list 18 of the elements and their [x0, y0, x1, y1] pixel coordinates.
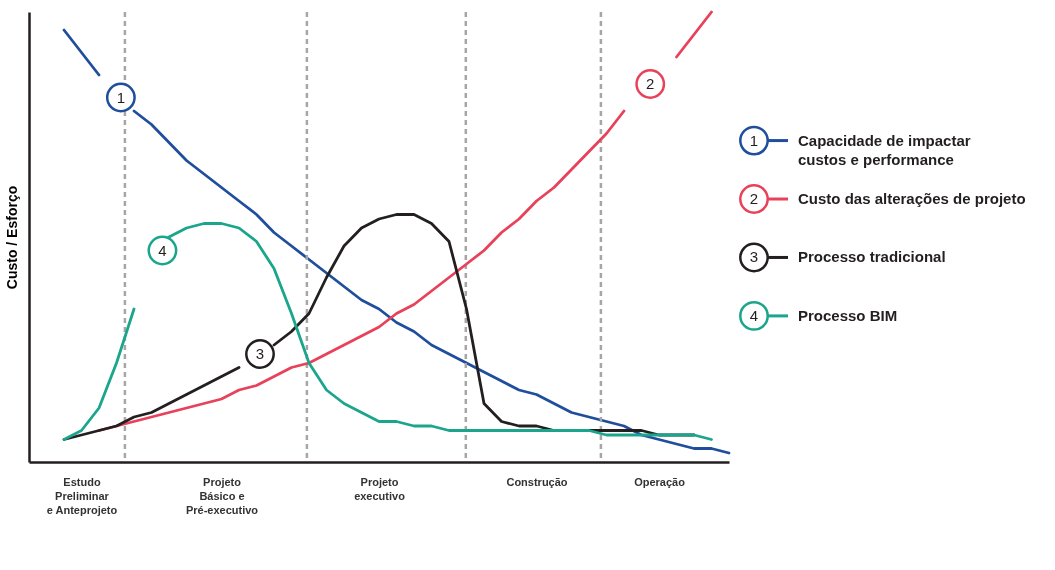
legend-label: Processo BIM — [798, 306, 898, 324]
y-axis-title: Custo / Esforço — [3, 185, 20, 290]
legend-label: Capacidade de impactar custos e performance — [798, 131, 971, 168]
text: 2 — [749, 190, 759, 208]
text: 4 — [749, 306, 759, 324]
x-tick-label: Construção — [506, 475, 568, 488]
x-tick-label: Operação — [634, 475, 686, 488]
annotation: 4 — [158, 241, 167, 259]
x-tick-label: Projeto Básico e Pré-executivo — [185, 475, 259, 516]
text: 3 — [749, 248, 759, 266]
annotation: 2 — [646, 75, 655, 92]
x-tick-label: Estudo Preliminar e Anteprojeto — [46, 475, 118, 516]
x-tick-label: Projeto executivo — [354, 475, 406, 502]
legend-label: Custo das alterações de projeto — [798, 190, 1026, 208]
text: 1 — [749, 131, 759, 149]
legend-label: Processo tradicional — [798, 248, 946, 266]
annotation: 1 — [116, 88, 126, 106]
annotation: 3 — [255, 345, 265, 362]
